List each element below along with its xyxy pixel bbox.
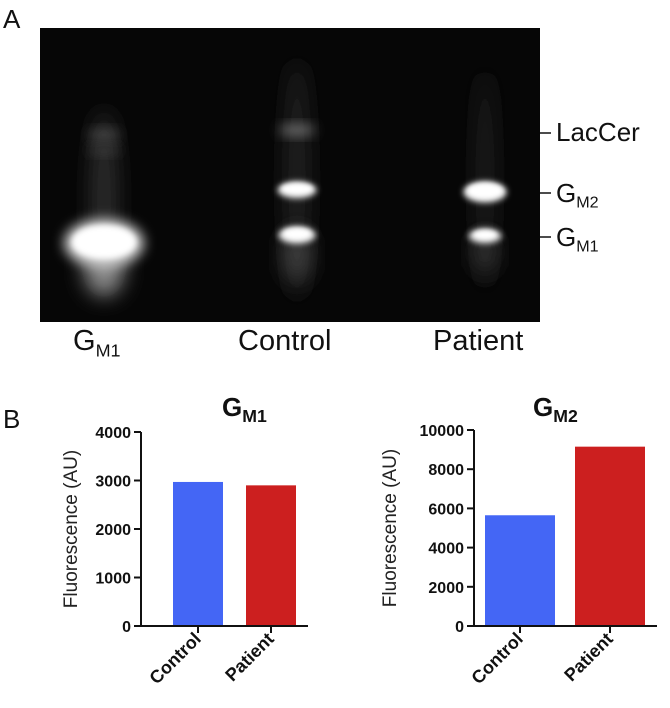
y-tick-label: 6000 [428,501,464,518]
chart1-title: GM1 [222,392,267,427]
y-axis-label: Fluorescence (AU) [380,449,401,607]
y-tick-label: 2000 [428,580,464,597]
y-tick-label: 0 [122,619,131,636]
panel-b-letter: B [3,404,21,434]
y-axis-label: Fluorescence (AU) [61,450,82,608]
y-tick-label: 2000 [95,522,131,539]
bar-patient [246,485,296,626]
chart2-title: GM2 [533,392,578,427]
bar-control [173,481,223,626]
lane-label-control: Control [238,325,332,357]
y-tick-label: 4000 [95,425,131,442]
lane-label-patient: Patient [433,325,524,357]
panel-a-letter: A [3,4,21,34]
x-tick-label-patient: Patient [560,629,617,686]
y-tick-label: 8000 [428,462,464,479]
y-tick-label: 10000 [420,423,465,440]
tlc-gel-image [40,28,551,322]
lane-label-gm1: GM1 [73,325,121,361]
x-tick-label-control: Control [467,629,526,688]
y-tick-label: 3000 [95,474,131,491]
y-tick-label: 4000 [428,541,464,558]
y-tick-label: 1000 [95,571,131,588]
y-tick-label: 0 [455,619,464,636]
bar-control [485,515,555,626]
bar-patient [575,446,645,626]
band-label-gm2: GM2 [556,178,599,212]
band-label-gm1: GM1 [556,222,599,256]
band-label-laccer: LacCer [556,117,640,147]
